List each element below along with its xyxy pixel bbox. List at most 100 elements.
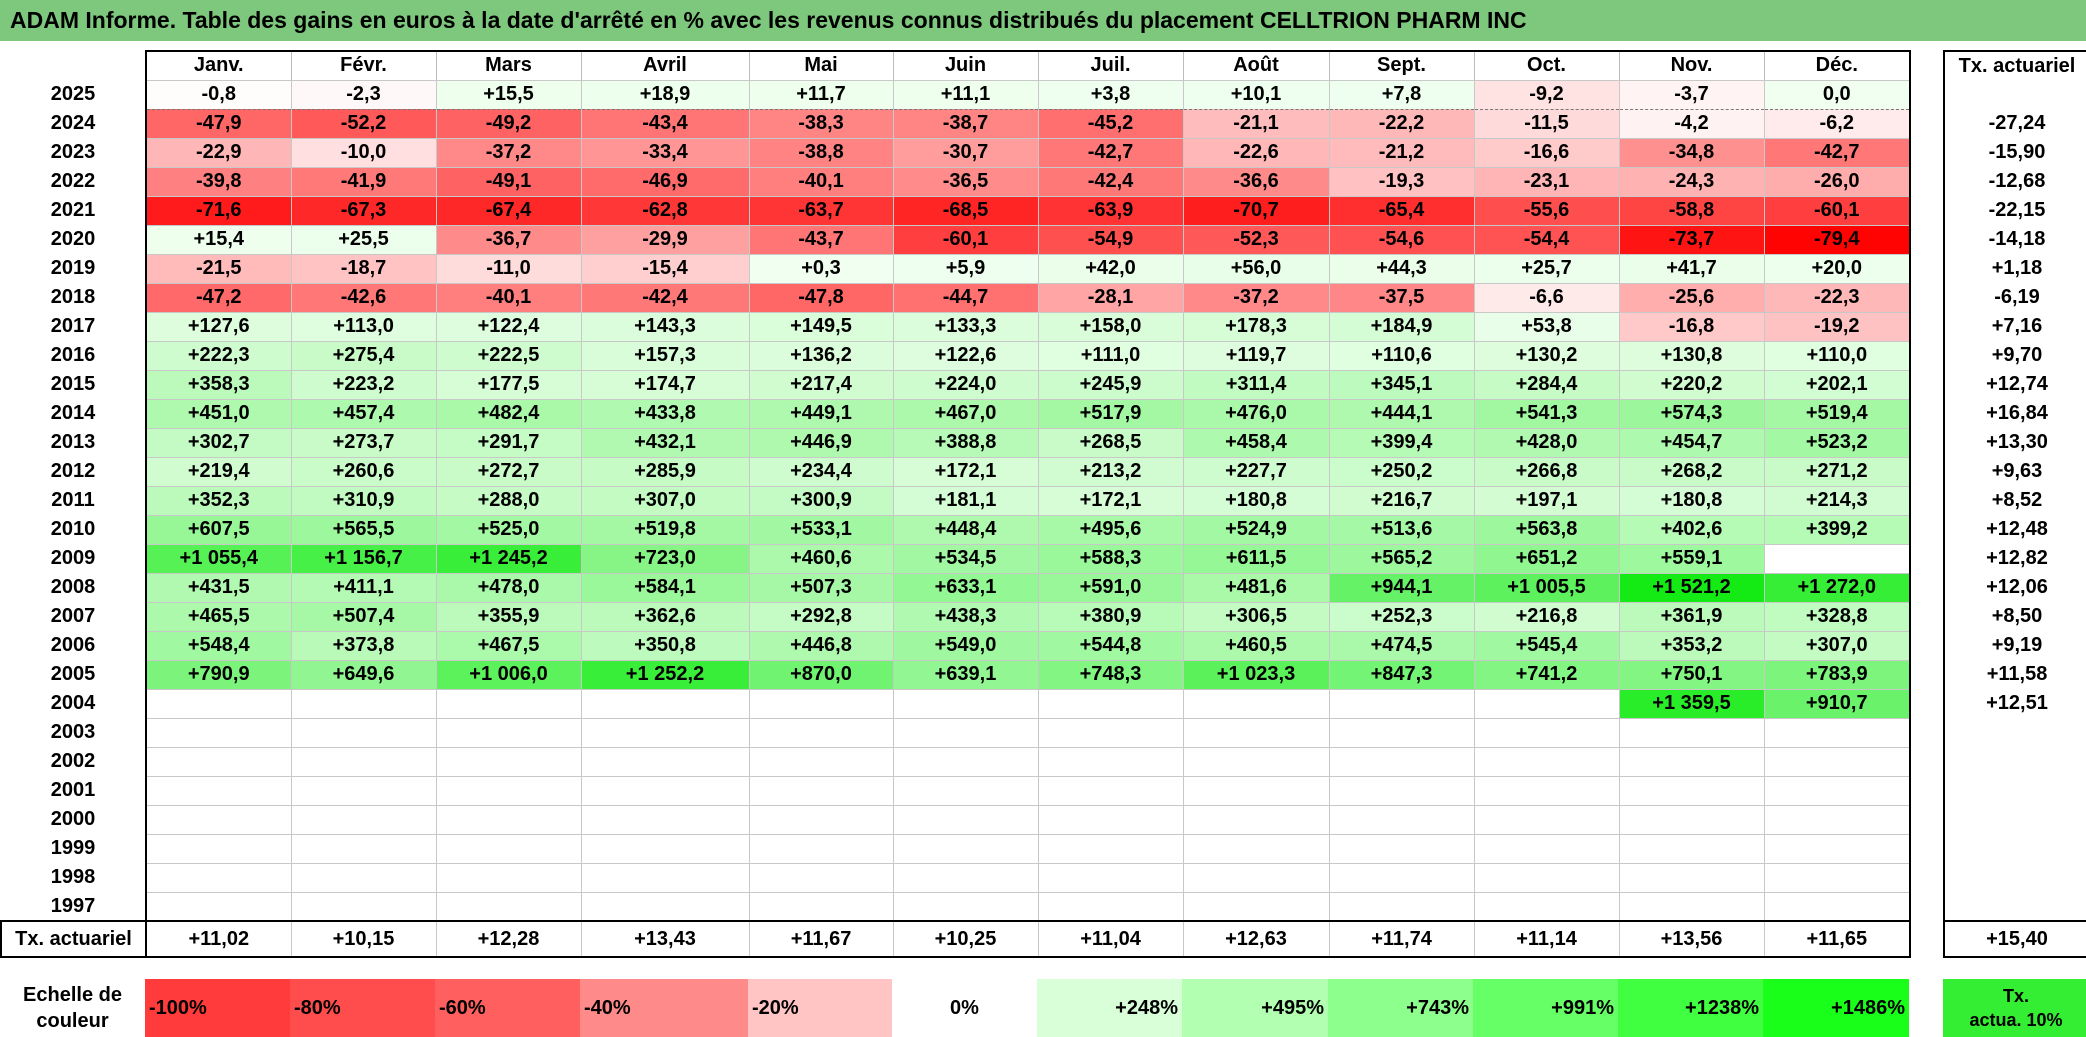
gain-cell: +402,6: [1618, 515, 1764, 545]
gain-cell: -26,0: [1763, 167, 1911, 197]
gain-cell: +362,6: [580, 602, 749, 632]
year-label: 2014: [1, 399, 147, 428]
year-label: 2013: [1, 428, 147, 457]
gain-cell: +783,9: [1763, 660, 1911, 690]
gain-cell: +224,0: [892, 370, 1038, 400]
year-row: 2020 +15,4 +25,5 -36,7 -29,9 -43,7 -60,1 -54,9-…: [1, 225, 2086, 255]
gain-cell: [892, 689, 1038, 719]
year-row: 2014 +451,0 +457,4 +482,4 +433,8 +449,1 +467,0…: [1, 399, 2086, 429]
gain-cell: [748, 892, 893, 922]
gain-cell: [1763, 776, 1911, 806]
gain-cell: +110,6: [1328, 341, 1474, 371]
gain-cell: +482,4: [435, 399, 581, 429]
gain-cell: +847,3: [1328, 660, 1474, 690]
gain-cell: [748, 689, 893, 719]
gain-cell: -70,7: [1182, 196, 1329, 226]
year-label: 2025: [1, 80, 147, 109]
gain-cell: +307,0: [580, 486, 749, 516]
gain-cell: [1037, 776, 1183, 806]
spacer: [1910, 312, 1944, 341]
gain-cell: [748, 805, 893, 835]
gain-cell: [145, 776, 291, 806]
gain-cell: [580, 805, 749, 835]
year-label: 2020: [1, 225, 147, 254]
gain-cell: [1328, 747, 1474, 777]
gain-cell: +1 252,2: [580, 660, 749, 690]
gain-cell: [580, 689, 749, 719]
scale-label-line2: couleur: [36, 1010, 109, 1032]
gain-cell: +467,5: [435, 631, 581, 661]
gain-cell: +523,2: [1763, 428, 1911, 458]
spacer: [1910, 167, 1944, 196]
gain-cell: [1473, 747, 1619, 777]
tx-value: [1943, 892, 2086, 921]
gain-cell: +1 023,3: [1182, 660, 1329, 690]
year-row: 2022 -39,8 -41,9 -49,1 -46,9 -40,1 -36,5 -42,4-…: [1, 167, 2086, 197]
year-row: 2011 +352,3 +310,9 +288,0 +307,0 +300,9 +181,1…: [1, 486, 2086, 516]
gain-cell: +227,7: [1182, 457, 1329, 487]
gain-cell: -67,3: [290, 196, 436, 226]
gain-cell: -38,3: [748, 109, 893, 139]
gain-cell: +219,4: [145, 457, 291, 487]
footer-cell: +11,14: [1473, 920, 1619, 958]
gain-cell: [145, 747, 291, 777]
gain-cell: -38,7: [892, 109, 1038, 139]
year-label: 2016: [1, 341, 147, 370]
gain-cell: [1473, 863, 1619, 893]
spacer: [1910, 921, 1944, 957]
spacer: [1910, 689, 1944, 718]
gain-cell: [1618, 863, 1764, 893]
gain-cell: +611,5: [1182, 544, 1329, 574]
spacer: [1910, 631, 1944, 660]
gain-cell: +458,4: [1182, 428, 1329, 458]
gain-cell: [1182, 805, 1329, 835]
gain-cell: -36,6: [1182, 167, 1329, 197]
year-row: 2004 +1 359,5 +910,7 +12,51: [1, 689, 2086, 719]
gain-cell: +524,9: [1182, 515, 1329, 545]
spacer: [1910, 776, 1944, 805]
gain-cell: +448,4: [892, 515, 1038, 545]
gain-cell: +549,0: [892, 631, 1038, 661]
gain-cell: +428,0: [1473, 428, 1619, 458]
gain-cell: [290, 776, 436, 806]
gain-cell: +10,1: [1182, 80, 1329, 110]
gain-cell: +252,3: [1328, 602, 1474, 632]
month-header: Mai: [748, 50, 893, 81]
gain-cell: +411,1: [290, 573, 436, 603]
gain-cell: +310,9: [290, 486, 436, 516]
scale-tx-line1: Tx.: [2002, 986, 2029, 1006]
gain-cell: +272,7: [435, 457, 581, 487]
gain-cell: [748, 863, 893, 893]
gain-cell: +481,6: [1182, 573, 1329, 603]
tx-value: -22,15: [1943, 196, 2086, 225]
gain-cell: +563,8: [1473, 515, 1619, 545]
scale-tx-swatch: Tx. actua. 10%: [1943, 979, 2086, 1037]
gain-cell: +3,8: [1037, 80, 1183, 110]
gain-cell: -38,8: [748, 138, 893, 168]
month-header: Mars: [435, 50, 581, 81]
footer-cell: +12,63: [1182, 920, 1329, 958]
gain-cell: +234,4: [748, 457, 893, 487]
gain-cell: +870,0: [748, 660, 893, 690]
gain-cell: -60,1: [1763, 196, 1911, 226]
gain-cell: +130,8: [1618, 341, 1764, 371]
gain-cell: -63,9: [1037, 196, 1183, 226]
gain-cell: +380,9: [1037, 602, 1183, 632]
gain-cell: [748, 747, 893, 777]
gain-cell: [435, 747, 581, 777]
report-title: ADAM Informe. Table des gains en euros à…: [0, 0, 2086, 41]
scale-swatch: +1486%: [1763, 979, 1909, 1037]
year-label: 2004: [1, 689, 147, 718]
gain-cell: [435, 805, 581, 835]
gain-cell: [748, 834, 893, 864]
gain-cell: +748,3: [1037, 660, 1183, 690]
gains-table: Janv. Févr. Mars Avril Mai Juin Juil. Août Sept.…: [0, 50, 2086, 958]
gain-cell: -47,9: [145, 109, 291, 139]
gain-cell: +649,6: [290, 660, 436, 690]
year-row: 2018 -47,2 -42,6 -40,1 -42,4 -47,8 -44,7 -28,1-…: [1, 283, 2086, 313]
gain-cell: -42,6: [290, 283, 436, 313]
year-row: 1998: [1, 863, 2086, 893]
gain-cell: +285,9: [580, 457, 749, 487]
header-corner: [1, 51, 147, 80]
scale-swatch: +991%: [1473, 979, 1618, 1037]
